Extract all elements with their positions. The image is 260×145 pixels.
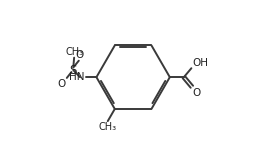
Text: O: O — [75, 50, 83, 60]
Text: O: O — [58, 79, 66, 89]
Text: HN: HN — [69, 72, 85, 82]
Text: CH₃: CH₃ — [65, 47, 83, 57]
Text: OH: OH — [192, 58, 208, 68]
Text: S: S — [70, 64, 77, 77]
Text: O: O — [193, 88, 201, 98]
Text: CH₃: CH₃ — [99, 122, 117, 132]
